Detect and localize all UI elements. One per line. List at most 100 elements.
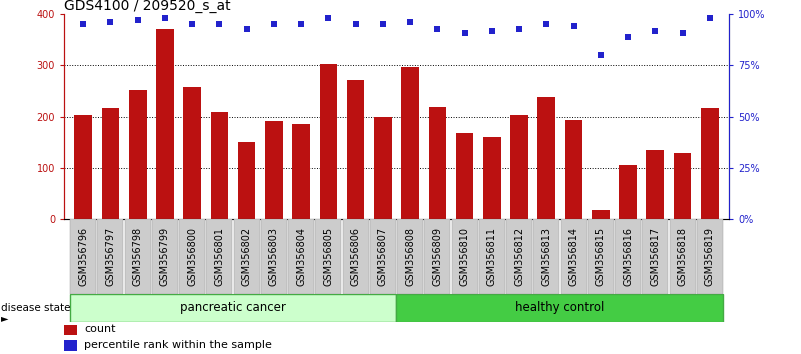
Bar xyxy=(207,219,232,294)
Bar xyxy=(429,107,446,219)
Bar xyxy=(619,165,637,219)
Point xyxy=(622,34,634,40)
Text: count: count xyxy=(84,324,115,334)
Bar xyxy=(615,219,641,294)
Bar xyxy=(292,124,310,219)
Text: GSM356812: GSM356812 xyxy=(514,227,524,286)
Bar xyxy=(343,219,368,294)
Point xyxy=(567,24,580,29)
Bar xyxy=(183,87,201,219)
Bar xyxy=(64,325,77,335)
Bar xyxy=(97,219,123,294)
Text: pancreatic cancer: pancreatic cancer xyxy=(180,302,286,314)
Bar xyxy=(561,219,586,294)
Bar xyxy=(211,112,228,219)
Bar xyxy=(261,219,287,294)
Text: disease state: disease state xyxy=(1,303,70,313)
Bar xyxy=(533,219,559,294)
Bar xyxy=(642,219,668,294)
Text: GSM356815: GSM356815 xyxy=(596,227,606,286)
Bar xyxy=(156,29,174,219)
Bar xyxy=(238,143,256,219)
Text: percentile rank within the sample: percentile rank within the sample xyxy=(84,340,272,350)
Text: GSM356818: GSM356818 xyxy=(678,227,687,286)
Point xyxy=(213,22,226,27)
Point xyxy=(376,22,389,27)
Bar xyxy=(396,294,723,322)
Bar xyxy=(179,219,205,294)
Bar xyxy=(370,219,396,294)
Text: GSM356805: GSM356805 xyxy=(324,227,333,286)
Text: GSM356817: GSM356817 xyxy=(650,227,660,286)
Bar xyxy=(102,108,119,219)
Point xyxy=(104,19,117,25)
Text: GSM356814: GSM356814 xyxy=(569,227,578,286)
Bar xyxy=(288,219,314,294)
Bar xyxy=(701,108,718,219)
Bar xyxy=(537,97,555,219)
Text: GSM356804: GSM356804 xyxy=(296,227,306,286)
Bar xyxy=(347,80,364,219)
Bar xyxy=(316,219,341,294)
Point xyxy=(649,28,662,33)
Bar xyxy=(234,219,260,294)
Point xyxy=(485,28,498,33)
Point xyxy=(513,26,525,32)
Point xyxy=(404,19,417,25)
Point xyxy=(703,16,716,21)
Text: GSM356797: GSM356797 xyxy=(106,227,115,286)
Bar xyxy=(506,219,532,294)
Bar xyxy=(397,219,423,294)
Bar xyxy=(64,341,77,351)
Bar xyxy=(456,133,473,219)
Text: GSM356816: GSM356816 xyxy=(623,227,633,286)
Bar xyxy=(70,219,96,294)
Point xyxy=(349,22,362,27)
Bar xyxy=(510,115,528,219)
Text: GSM356798: GSM356798 xyxy=(133,227,143,286)
Text: GSM356802: GSM356802 xyxy=(242,227,252,286)
Point xyxy=(295,22,308,27)
Bar xyxy=(483,137,501,219)
Point xyxy=(322,16,335,21)
Bar xyxy=(452,219,477,294)
Bar xyxy=(320,64,337,219)
Point xyxy=(540,22,553,27)
Bar xyxy=(70,294,396,322)
Point xyxy=(77,22,90,27)
Point xyxy=(458,30,471,35)
Point xyxy=(594,52,607,58)
Text: GSM356800: GSM356800 xyxy=(187,227,197,286)
Bar xyxy=(74,115,92,219)
Bar xyxy=(565,120,582,219)
Bar xyxy=(129,90,147,219)
Text: GSM356813: GSM356813 xyxy=(541,227,551,286)
Point xyxy=(159,16,171,21)
Text: healthy control: healthy control xyxy=(515,302,605,314)
Bar xyxy=(425,219,450,294)
Point xyxy=(676,30,689,35)
Bar xyxy=(646,150,664,219)
Text: GSM356807: GSM356807 xyxy=(378,227,388,286)
Bar xyxy=(697,219,723,294)
Bar xyxy=(401,67,419,219)
Bar xyxy=(588,219,614,294)
Text: GSM356811: GSM356811 xyxy=(487,227,497,286)
Bar xyxy=(374,117,392,219)
Text: GSM356819: GSM356819 xyxy=(705,227,714,286)
Point xyxy=(431,26,444,32)
Point xyxy=(268,22,280,27)
Text: ►: ► xyxy=(1,313,8,323)
Text: GSM356808: GSM356808 xyxy=(405,227,415,286)
Text: GSM356806: GSM356806 xyxy=(351,227,360,286)
Text: GSM356801: GSM356801 xyxy=(215,227,224,286)
Text: GSM356799: GSM356799 xyxy=(160,227,170,286)
Text: GSM356796: GSM356796 xyxy=(78,227,88,286)
Bar xyxy=(479,219,505,294)
Text: GSM356809: GSM356809 xyxy=(433,227,442,286)
Bar xyxy=(265,121,283,219)
Bar xyxy=(152,219,178,294)
Text: GSM356803: GSM356803 xyxy=(269,227,279,286)
Bar xyxy=(125,219,151,294)
Text: GSM356810: GSM356810 xyxy=(460,227,469,286)
